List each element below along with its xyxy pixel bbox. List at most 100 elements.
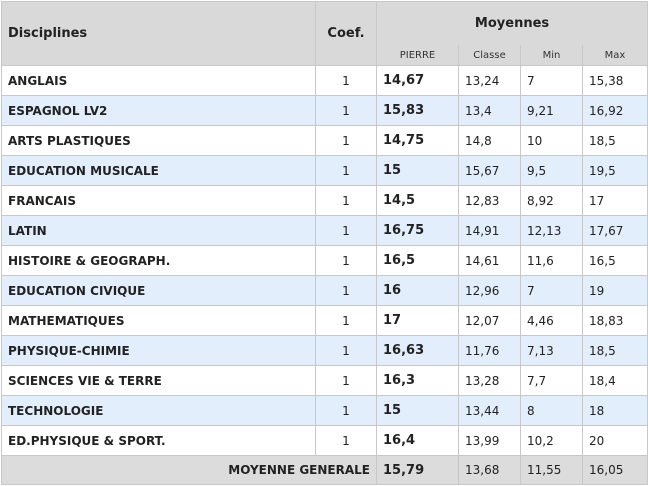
table-row: MATHEMATIQUES 1 17 12,07 4,46 18,83 [1, 305, 648, 336]
class-average: 13,24 [458, 65, 521, 96]
coef-value: 1 [315, 215, 377, 246]
class-average: 13,4 [458, 95, 521, 126]
min-average: 9,5 [520, 155, 583, 186]
overall-max: 16,05 [581, 455, 648, 485]
max-average: 18 [581, 395, 648, 426]
table-row: LATIN 1 16,75 14,91 12,13 17,67 [1, 215, 648, 246]
max-average: 16,92 [581, 95, 648, 126]
coef-value: 1 [315, 395, 377, 426]
coef-value: 1 [315, 185, 377, 216]
min-average: 7 [520, 275, 583, 306]
table-row: EDUCATION MUSICALE 1 15 15,67 9,5 19,5 [1, 155, 648, 186]
class-average: 13,28 [458, 365, 521, 396]
class-average: 12,96 [458, 275, 521, 306]
discipline-name: ESPAGNOL LV2 [1, 95, 316, 126]
table-row: HISTOIRE & GEOGRAPH. 1 16,5 14,61 11,6 16,5 [1, 245, 648, 276]
pierre-average: 15,83 [376, 95, 459, 126]
overall-classe: 13,68 [458, 455, 521, 485]
header-min: Min [520, 45, 583, 66]
discipline-name: EDUCATION MUSICALE [1, 155, 316, 186]
coef-value: 1 [315, 305, 377, 336]
header-max: Max [581, 45, 648, 66]
max-average: 18,4 [581, 365, 648, 396]
pierre-average: 16,3 [376, 365, 459, 396]
coef-value: 1 [315, 425, 377, 456]
min-average: 10 [520, 125, 583, 156]
table-row: PHYSIQUE-CHIMIE 1 16,63 11,76 7,13 18,5 [1, 335, 648, 366]
grade-rows: ANGLAIS 1 14,67 13,24 7 15,38 ESPAGNOL LV2 1 15,… [1, 65, 648, 456]
min-average: 10,2 [520, 425, 583, 456]
discipline-name: ARTS PLASTIQUES [1, 125, 316, 156]
min-average: 11,6 [520, 245, 583, 276]
discipline-name: PHYSIQUE-CHIMIE [1, 335, 316, 366]
max-average: 17 [581, 185, 648, 216]
max-average: 18,5 [581, 125, 648, 156]
class-average: 15,67 [458, 155, 521, 186]
min-average: 8 [520, 395, 583, 426]
min-average: 7,7 [520, 365, 583, 396]
coef-value: 1 [315, 95, 377, 126]
pierre-average: 15 [376, 155, 459, 186]
table-row: EDUCATION CIVIQUE 1 16 12,96 7 19 [1, 275, 648, 306]
class-average: 12,83 [458, 185, 521, 216]
overall-average-row: MOYENNE GENERALE 15,79 13,68 11,55 16,05 [1, 455, 648, 485]
coef-value: 1 [315, 65, 377, 96]
overall-min: 11,55 [520, 455, 583, 485]
discipline-name: SCIENCES VIE & TERRE [1, 365, 316, 396]
coef-value: 1 [315, 125, 377, 156]
coef-value: 1 [315, 155, 377, 186]
pierre-average: 16,75 [376, 215, 459, 246]
header-pierre: PIERRE [376, 45, 459, 66]
min-average: 7,13 [520, 335, 583, 366]
min-average: 9,21 [520, 95, 583, 126]
class-average: 11,76 [458, 335, 521, 366]
header-moyennes: Moyennes [375, 1, 648, 45]
table-row: ANGLAIS 1 14,67 13,24 7 15,38 [1, 65, 648, 96]
pierre-average: 15 [376, 395, 459, 426]
class-average: 14,61 [458, 245, 521, 276]
overall-pierre: 15,79 [376, 455, 459, 485]
overall-average-label: MOYENNE GENERALE [1, 455, 377, 485]
pierre-average: 14,67 [376, 65, 459, 96]
class-average: 13,44 [458, 395, 521, 426]
header-coef: Coef. [315, 1, 377, 66]
min-average: 7 [520, 65, 583, 96]
min-average: 4,46 [520, 305, 583, 336]
coef-value: 1 [315, 365, 377, 396]
class-average: 14,8 [458, 125, 521, 156]
table-row: FRANCAIS 1 14,5 12,83 8,92 17 [1, 185, 648, 216]
max-average: 16,5 [581, 245, 648, 276]
discipline-name: EDUCATION CIVIQUE [1, 275, 316, 306]
pierre-average: 17 [376, 305, 459, 336]
max-average: 18,83 [581, 305, 648, 336]
class-average: 13,99 [458, 425, 521, 456]
pierre-average: 16,4 [376, 425, 459, 456]
max-average: 20 [581, 425, 648, 456]
discipline-name: ANGLAIS [1, 65, 316, 96]
table-row: ED.PHYSIQUE & SPORT. 1 16,4 13,99 10,2 20 [1, 425, 648, 456]
table-row: ARTS PLASTIQUES 1 14,75 14,8 10 18,5 [1, 125, 648, 156]
max-average: 18,5 [581, 335, 648, 366]
pierre-average: 16,5 [376, 245, 459, 276]
max-average: 19,5 [581, 155, 648, 186]
max-average: 17,67 [581, 215, 648, 246]
discipline-name: MATHEMATIQUES [1, 305, 316, 336]
header-disciplines: Disciplines [1, 1, 316, 66]
min-average: 8,92 [520, 185, 583, 216]
discipline-name: ED.PHYSIQUE & SPORT. [1, 425, 316, 456]
table-row: ESPAGNOL LV2 1 15,83 13,4 9,21 16,92 [1, 95, 648, 126]
table-row: SCIENCES VIE & TERRE 1 16,3 13,28 7,7 18,4 [1, 365, 648, 396]
discipline-name: TECHNOLOGIE [1, 395, 316, 426]
table-row: TECHNOLOGIE 1 15 13,44 8 18 [1, 395, 648, 426]
max-average: 15,38 [581, 65, 648, 96]
pierre-average: 14,75 [376, 125, 459, 156]
header-classe: Classe [458, 45, 521, 66]
min-average: 12,13 [520, 215, 583, 246]
discipline-name: FRANCAIS [1, 185, 316, 216]
discipline-name: LATIN [1, 215, 316, 246]
coef-value: 1 [315, 335, 377, 366]
max-average: 19 [581, 275, 648, 306]
discipline-name: HISTOIRE & GEOGRAPH. [1, 245, 316, 276]
coef-value: 1 [315, 245, 377, 276]
